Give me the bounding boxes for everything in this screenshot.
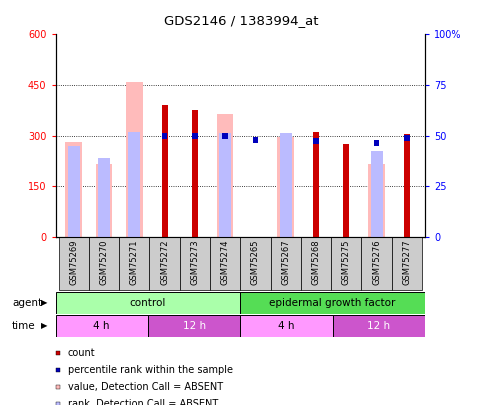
Text: GSM75267: GSM75267 [281,240,290,285]
Text: GSM75273: GSM75273 [190,240,199,285]
Text: GSM75272: GSM75272 [160,240,169,285]
Text: value, Detection Call = ABSENT: value, Detection Call = ABSENT [68,382,223,392]
Bar [270,237,301,290]
Bar [313,132,319,237]
Text: count: count [68,348,95,358]
Bar [241,237,270,290]
Bar [96,164,113,237]
Text: epidermal growth factor: epidermal growth factor [270,298,396,308]
Text: ▶: ▶ [41,298,47,307]
Bar [241,315,333,337]
Text: 4 h: 4 h [278,321,295,331]
Bar [119,237,149,290]
Bar [374,140,379,146]
Bar [404,134,410,237]
Bar [277,137,294,237]
Bar [368,164,385,237]
Text: GSM75277: GSM75277 [402,240,412,285]
Text: GSM75265: GSM75265 [251,240,260,285]
Bar [65,143,82,237]
Bar [404,135,410,141]
Bar [301,237,331,290]
Text: 4 h: 4 h [94,321,110,331]
Bar [148,315,241,337]
Bar [217,114,233,237]
Bar [128,132,141,237]
Text: agent: agent [12,298,42,308]
Bar [58,237,89,290]
Bar [219,133,231,237]
Bar [149,237,180,290]
Bar [161,105,168,237]
Bar [361,237,392,290]
Bar [370,151,383,237]
Text: rank, Detection Call = ABSENT: rank, Detection Call = ABSENT [68,399,218,405]
Bar [280,133,292,237]
Bar [331,237,361,290]
Bar [126,82,142,237]
Text: GDS2146 / 1383994_at: GDS2146 / 1383994_at [164,14,319,27]
Bar [98,158,110,237]
Bar [180,237,210,290]
Bar [162,133,167,139]
Text: 12 h: 12 h [183,321,206,331]
Bar [89,237,119,290]
Text: time: time [12,321,36,331]
Text: GSM75276: GSM75276 [372,240,381,285]
Text: control: control [130,298,166,308]
Bar [223,133,228,139]
Text: GSM75271: GSM75271 [130,240,139,285]
Text: GSM75268: GSM75268 [312,240,321,285]
Text: GSM75270: GSM75270 [99,240,109,285]
Bar [253,137,258,143]
Text: ▶: ▶ [41,321,47,330]
Bar [56,315,148,337]
Bar [333,315,425,337]
Bar [68,146,80,237]
Text: GSM75269: GSM75269 [69,240,78,285]
Bar [56,292,241,314]
Text: 12 h: 12 h [367,321,390,331]
Bar [313,139,319,145]
Bar [392,237,422,290]
Bar [343,144,349,237]
Text: percentile rank within the sample: percentile rank within the sample [68,365,233,375]
Text: GSM75274: GSM75274 [221,240,229,285]
Text: GSM75275: GSM75275 [342,240,351,285]
Bar [192,133,198,139]
Bar [210,237,241,290]
Bar [192,111,198,237]
Bar [241,292,425,314]
